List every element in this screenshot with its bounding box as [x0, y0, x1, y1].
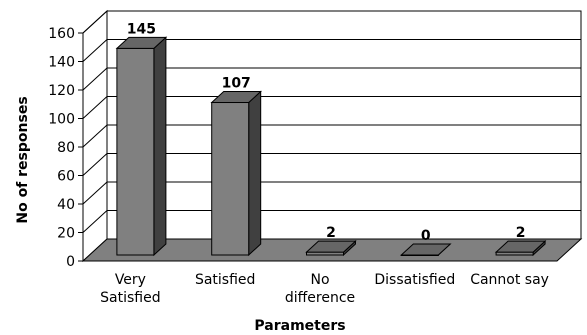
bar-top	[400, 243, 452, 256]
bar-side	[153, 36, 167, 257]
x-tick-labels: Very Satisfied Satisfied No difference Dissat…	[100, 272, 549, 306]
y-tick-label: 60	[57, 169, 75, 185]
bar-top	[305, 240, 357, 253]
bar-side	[248, 90, 262, 257]
bar	[400, 243, 452, 256]
y-tick-label: 120	[48, 83, 75, 99]
data-label: 145	[127, 21, 156, 37]
y-axis-title: No of responses	[15, 96, 31, 223]
bar-front	[211, 102, 250, 256]
y-tick-label: 0	[66, 254, 75, 270]
data-label: 2	[326, 225, 336, 241]
bar	[210, 90, 262, 257]
bar-top	[494, 240, 547, 253]
data-label: 2	[516, 225, 526, 241]
x-tick-label: Dissatisfied	[374, 272, 455, 288]
gridline	[82, 67, 581, 91]
bars	[115, 36, 547, 257]
y-tick-label: 80	[57, 140, 75, 156]
data-label: 107	[222, 76, 251, 92]
gridline	[82, 96, 581, 119]
y-tick-label: 140	[48, 55, 75, 71]
y-tick-label: 160	[48, 26, 75, 42]
gridline	[82, 10, 581, 34]
gridline	[82, 210, 581, 233]
bar-top	[210, 91, 262, 104]
x-tick-label: Very Satisfied	[100, 272, 160, 306]
bar	[494, 240, 547, 257]
y-tick-label: 40	[57, 197, 75, 213]
bar-front	[116, 47, 155, 256]
axes	[78, 32, 557, 262]
data-labels: 145 107 2 0 2	[127, 21, 526, 244]
x-axis-title: Parameters	[254, 318, 345, 334]
data-label: 0	[421, 228, 431, 244]
x-tick-label: No difference	[285, 272, 355, 306]
gridlines	[82, 10, 581, 233]
gridline	[82, 124, 581, 148]
bar-top	[115, 36, 168, 49]
gridline	[82, 39, 581, 62]
x-tick-label: Satisfied	[195, 272, 255, 288]
gridline	[82, 153, 581, 176]
y-tick-label: 20	[57, 226, 75, 242]
bar	[305, 240, 357, 257]
gridline	[82, 181, 581, 205]
y-tick-label: 100	[48, 112, 75, 128]
y-tick-labels: 0 20 40 60 80 100 120 140 160	[48, 26, 75, 270]
x-tick-label: Cannot say	[470, 272, 549, 288]
bar	[115, 36, 168, 257]
